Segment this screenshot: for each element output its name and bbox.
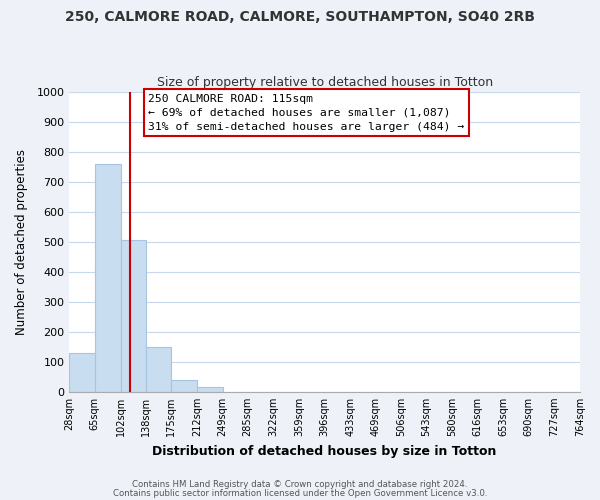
Text: Contains HM Land Registry data © Crown copyright and database right 2024.: Contains HM Land Registry data © Crown c… xyxy=(132,480,468,489)
Bar xyxy=(121,240,146,392)
Title: Size of property relative to detached houses in Totton: Size of property relative to detached ho… xyxy=(157,76,493,90)
Y-axis label: Number of detached properties: Number of detached properties xyxy=(15,149,28,335)
Text: 250 CALMORE ROAD: 115sqm
← 69% of detached houses are smaller (1,087)
31% of sem: 250 CALMORE ROAD: 115sqm ← 69% of detach… xyxy=(148,94,464,132)
Bar xyxy=(197,388,223,392)
Text: Contains public sector information licensed under the Open Government Licence v3: Contains public sector information licen… xyxy=(113,489,487,498)
X-axis label: Distribution of detached houses by size in Totton: Distribution of detached houses by size … xyxy=(152,444,497,458)
Bar xyxy=(95,164,121,392)
Bar xyxy=(146,347,171,392)
Bar xyxy=(69,354,95,392)
Text: 250, CALMORE ROAD, CALMORE, SOUTHAMPTON, SO40 2RB: 250, CALMORE ROAD, CALMORE, SOUTHAMPTON,… xyxy=(65,10,535,24)
Bar xyxy=(171,380,197,392)
